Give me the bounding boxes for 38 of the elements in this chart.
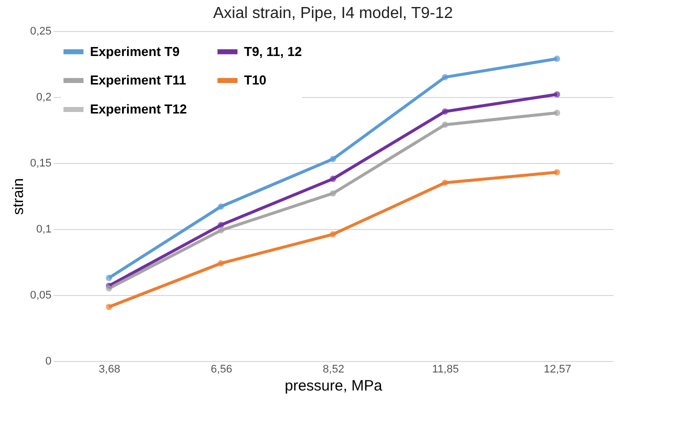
point [106, 274, 112, 281]
legend-label: Experiment T11 [90, 72, 186, 88]
point [554, 110, 560, 116]
point [554, 169, 560, 176]
x-tick-label: 11,85 [432, 364, 459, 376]
point [330, 190, 336, 197]
point [442, 180, 448, 186]
x-tick-label: 12,57 [544, 364, 572, 376]
point [442, 122, 448, 128]
point [442, 108, 448, 115]
point [218, 227, 224, 234]
y-tick-label: 0 [45, 356, 52, 368]
point [106, 304, 112, 310]
y-axis-title: strain [10, 178, 28, 215]
y-tick-label: 0,05 [30, 290, 52, 302]
point [218, 260, 224, 266]
x-tick-label: 3,68 [98, 364, 120, 376]
point [218, 203, 224, 210]
x-tick-label: 6,56 [210, 364, 232, 376]
y-tick-label: 0,1 [36, 224, 52, 236]
point [442, 74, 448, 80]
point [554, 56, 560, 62]
legend-label: T10 [244, 72, 266, 88]
legend-label: Experiment T9 [90, 44, 180, 59]
legend-label: Experiment T12 [90, 102, 187, 116]
x-axis-title: pressure, MPa [284, 378, 383, 394]
point [330, 156, 336, 162]
x-tick-label: 8,52 [322, 364, 344, 376]
y-tick-label: 0,2 [36, 92, 52, 104]
point [218, 222, 224, 228]
point [330, 231, 336, 238]
y-tick-label: 0,25 [30, 26, 52, 38]
point [554, 91, 560, 98]
chart-title: Axial strain, Pipe, I4 model, T9-12 [213, 5, 454, 22]
y-tick-label: 0,15 [30, 158, 52, 170]
point [106, 285, 112, 292]
legend-label: T9, 11, 12 [244, 44, 302, 59]
point [330, 176, 336, 182]
